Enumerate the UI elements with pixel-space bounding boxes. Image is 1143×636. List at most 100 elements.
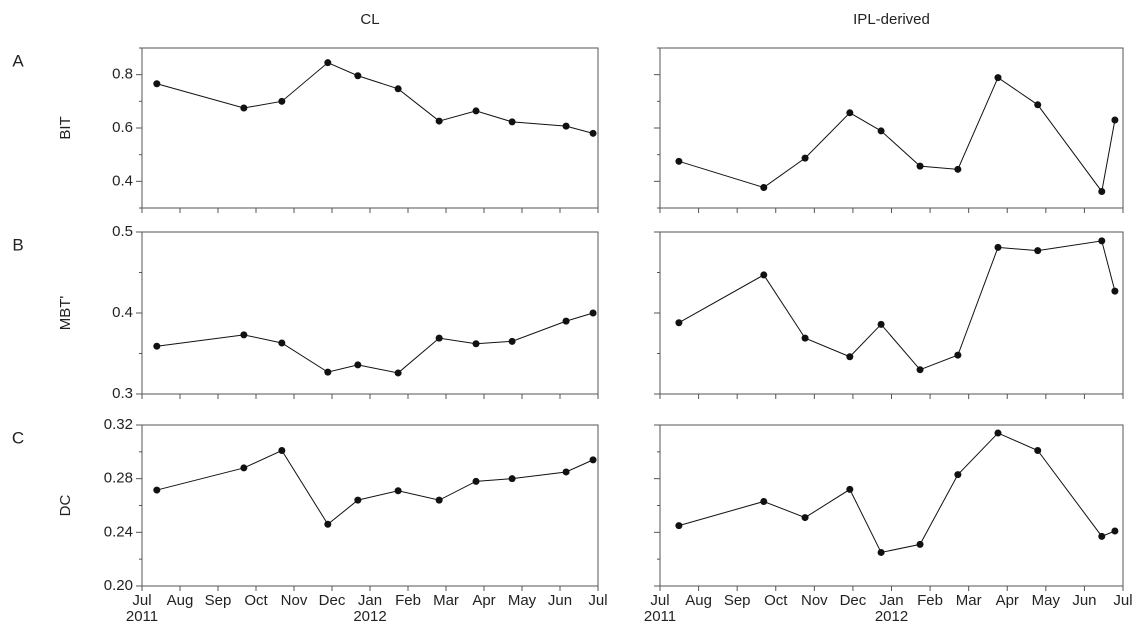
data-point bbox=[354, 361, 362, 369]
data-line bbox=[156, 449, 594, 526]
data-point bbox=[994, 243, 1002, 251]
x-tick-label: Feb bbox=[395, 592, 421, 609]
column-title: IPL-derived bbox=[853, 11, 930, 28]
data-line bbox=[156, 312, 594, 374]
data-point bbox=[472, 107, 480, 115]
data-point bbox=[278, 339, 286, 347]
data-point bbox=[1034, 101, 1042, 109]
plot-frame bbox=[659, 231, 1124, 395]
data-point bbox=[801, 334, 809, 342]
plot-frame bbox=[141, 231, 599, 395]
x-tick-label: Jul bbox=[1113, 592, 1132, 609]
x-tick-label: Jun bbox=[1072, 592, 1096, 609]
y-axis-label: BIT bbox=[57, 116, 74, 139]
data-point bbox=[916, 540, 924, 548]
data-point bbox=[1111, 116, 1119, 124]
data-point bbox=[278, 97, 286, 105]
x-tick-label: Jan bbox=[358, 592, 382, 609]
x-tick-label: Nov bbox=[801, 592, 828, 609]
data-point bbox=[994, 74, 1002, 82]
data-point bbox=[954, 165, 962, 173]
data-point bbox=[760, 271, 768, 279]
x-tick-label: Sep bbox=[205, 592, 232, 609]
data-point bbox=[472, 477, 480, 485]
data-point bbox=[916, 366, 924, 374]
data-point bbox=[1034, 446, 1042, 454]
column-title: CL bbox=[360, 11, 379, 28]
panel-label: A bbox=[12, 51, 24, 70]
data-point bbox=[394, 85, 402, 93]
data-point bbox=[675, 157, 683, 165]
x-tick-label: Oct bbox=[244, 592, 268, 609]
x-tick-label: Jul bbox=[588, 592, 607, 609]
data-point bbox=[589, 129, 597, 137]
data-point bbox=[954, 471, 962, 479]
data-line bbox=[678, 76, 1116, 193]
plot-frame bbox=[141, 47, 599, 209]
data-point bbox=[801, 154, 809, 162]
x-tick-label: Nov bbox=[281, 592, 308, 609]
plot-frame bbox=[659, 424, 1124, 587]
data-point bbox=[435, 496, 443, 504]
data-point bbox=[435, 334, 443, 342]
data-point bbox=[1098, 237, 1106, 245]
y-tick-label: 0.24 bbox=[104, 523, 133, 540]
x-tick-label: Apr bbox=[996, 592, 1019, 609]
data-point bbox=[324, 59, 332, 67]
plot-frame bbox=[659, 47, 1124, 209]
data-point bbox=[994, 429, 1002, 437]
x-tick-label: Apr bbox=[472, 592, 495, 609]
data-point bbox=[675, 319, 683, 327]
data-point bbox=[508, 118, 516, 126]
data-point bbox=[589, 309, 597, 317]
data-point bbox=[324, 520, 332, 528]
y-tick-label: 0.28 bbox=[104, 470, 133, 487]
x-tick-label: Mar bbox=[433, 592, 459, 609]
x-tick-label: Mar bbox=[956, 592, 982, 609]
data-point bbox=[1034, 247, 1042, 255]
x-year-label: 2012 bbox=[353, 608, 386, 625]
data-point bbox=[278, 446, 286, 454]
data-point bbox=[1111, 287, 1119, 295]
x-tick-label: Jan bbox=[879, 592, 903, 609]
data-point bbox=[354, 72, 362, 80]
data-point bbox=[562, 468, 570, 476]
data-point bbox=[153, 342, 161, 350]
y-axis-label: DC bbox=[57, 495, 74, 517]
plot-frame bbox=[141, 424, 599, 587]
data-line bbox=[678, 432, 1116, 554]
data-point bbox=[801, 514, 809, 522]
data-point bbox=[954, 351, 962, 359]
data-point bbox=[1111, 527, 1119, 535]
panel-label: C bbox=[12, 428, 24, 447]
data-point bbox=[394, 487, 402, 495]
data-point bbox=[846, 485, 854, 493]
x-tick-label: Dec bbox=[319, 592, 346, 609]
x-tick-label: Aug bbox=[167, 592, 194, 609]
y-tick-label: 0.4 bbox=[112, 304, 133, 321]
data-point bbox=[240, 464, 248, 472]
x-year-label: 2011 bbox=[126, 608, 158, 625]
data-point bbox=[877, 320, 885, 328]
data-point bbox=[240, 331, 248, 339]
x-tick-label: May bbox=[508, 592, 537, 609]
x-tick-label: Aug bbox=[685, 592, 712, 609]
data-point bbox=[846, 353, 854, 361]
y-tick-label: 0.3 bbox=[112, 385, 133, 402]
x-tick-label: Oct bbox=[764, 592, 788, 609]
panel-label: B bbox=[12, 235, 23, 254]
y-tick-label: 0.32 bbox=[104, 416, 133, 433]
data-point bbox=[394, 369, 402, 377]
data-point bbox=[153, 80, 161, 88]
data-point bbox=[562, 317, 570, 325]
x-tick-label: Jul bbox=[650, 592, 669, 609]
x-tick-label: Feb bbox=[917, 592, 943, 609]
data-point bbox=[472, 340, 480, 348]
y-tick-label: 0.4 bbox=[112, 172, 133, 189]
data-point bbox=[153, 486, 161, 494]
x-year-label: 2012 bbox=[875, 608, 908, 625]
data-point bbox=[435, 117, 443, 125]
y-tick-label: 0.5 bbox=[112, 223, 133, 240]
data-point bbox=[354, 496, 362, 504]
data-point bbox=[846, 109, 854, 117]
